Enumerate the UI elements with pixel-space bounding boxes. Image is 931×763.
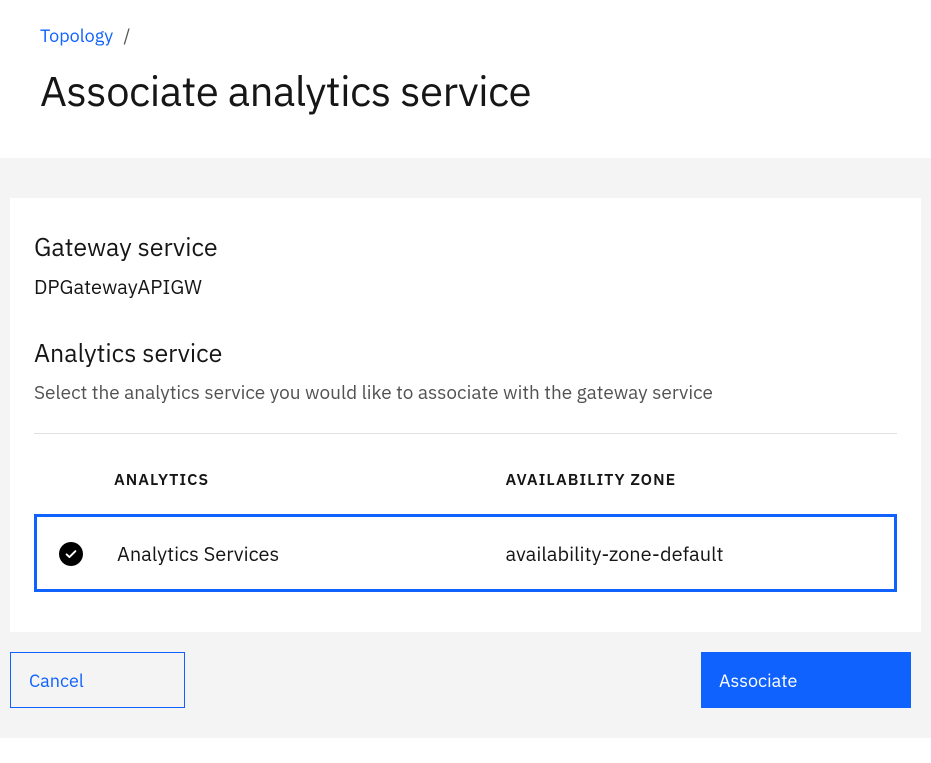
associate-button[interactable]: Associate: [701, 652, 911, 708]
analytics-section-title: Analytics service: [34, 336, 897, 369]
analytics-section-description: Select the analytics service you would l…: [34, 381, 897, 405]
page-title: Associate analytics service: [40, 63, 891, 118]
checkmark-filled-icon: [59, 542, 83, 566]
breadcrumb-link-topology[interactable]: Topology: [40, 24, 113, 47]
breadcrumb-separator: /: [124, 24, 131, 47]
page-root: Topology / Associate analytics service G…: [0, 0, 931, 738]
table-header-zone: AVAILABILITY ZONE: [506, 470, 898, 490]
gateway-section-title: Gateway service: [34, 230, 897, 263]
page-header: Topology / Associate analytics service: [0, 0, 931, 158]
gateway-service-name: DPGatewayAPIGW: [34, 273, 897, 300]
card: Gateway service DPGatewayAPIGW Analytics…: [10, 198, 921, 632]
divider: [34, 433, 897, 434]
action-bar: Cancel Associate: [10, 632, 921, 718]
breadcrumb: Topology /: [40, 24, 891, 47]
table-row[interactable]: Analytics Services availability-zone-def…: [34, 514, 897, 592]
row-select-cell: [37, 540, 117, 567]
content-panel: Gateway service DPGatewayAPIGW Analytics…: [0, 158, 931, 738]
table-header-analytics: ANALYTICS: [114, 470, 506, 490]
table-header: ANALYTICS AVAILABILITY ZONE: [34, 470, 897, 514]
cancel-button[interactable]: Cancel: [10, 652, 185, 708]
row-availability-zone: availability-zone-default: [506, 540, 895, 567]
analytics-table: ANALYTICS AVAILABILITY ZONE Analytics Se…: [34, 470, 897, 592]
row-analytics-name: Analytics Services: [117, 540, 506, 567]
